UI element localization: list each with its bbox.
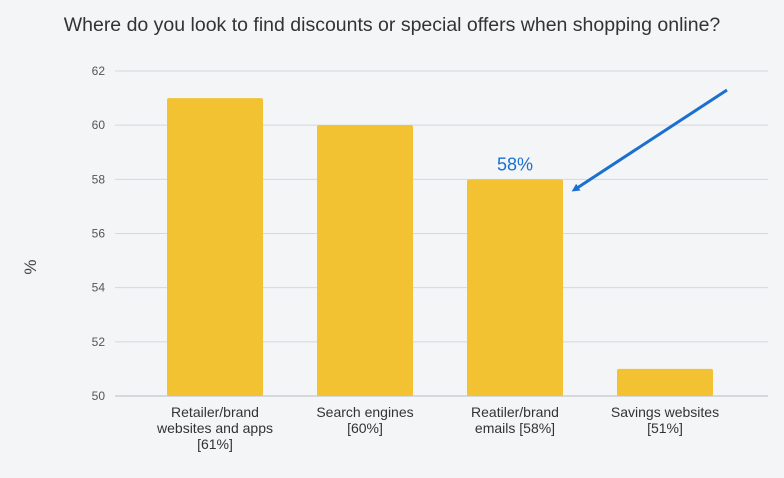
y-tick-label: 54 [92, 281, 106, 295]
y-tick-label: 52 [92, 335, 106, 349]
y-tick-label: 56 [92, 227, 106, 241]
bar [467, 179, 563, 396]
y-tick-label: 62 [92, 64, 106, 78]
y-tick-label: 58 [92, 172, 106, 186]
chart-title: Where do you look to find discounts or s… [63, 14, 721, 36]
y-tick-label: 60 [92, 118, 106, 132]
y-tick-label: 50 [92, 389, 106, 403]
annotation: 58% [497, 88, 728, 192]
annotation-label: 58% [497, 154, 533, 174]
bar [617, 368, 713, 396]
bar [167, 98, 263, 396]
annotation-arrow [571, 88, 728, 192]
y-tick-labels: 50 52 54 56 58 60 62 [92, 64, 106, 403]
bars [167, 98, 713, 397]
bar [317, 125, 413, 397]
